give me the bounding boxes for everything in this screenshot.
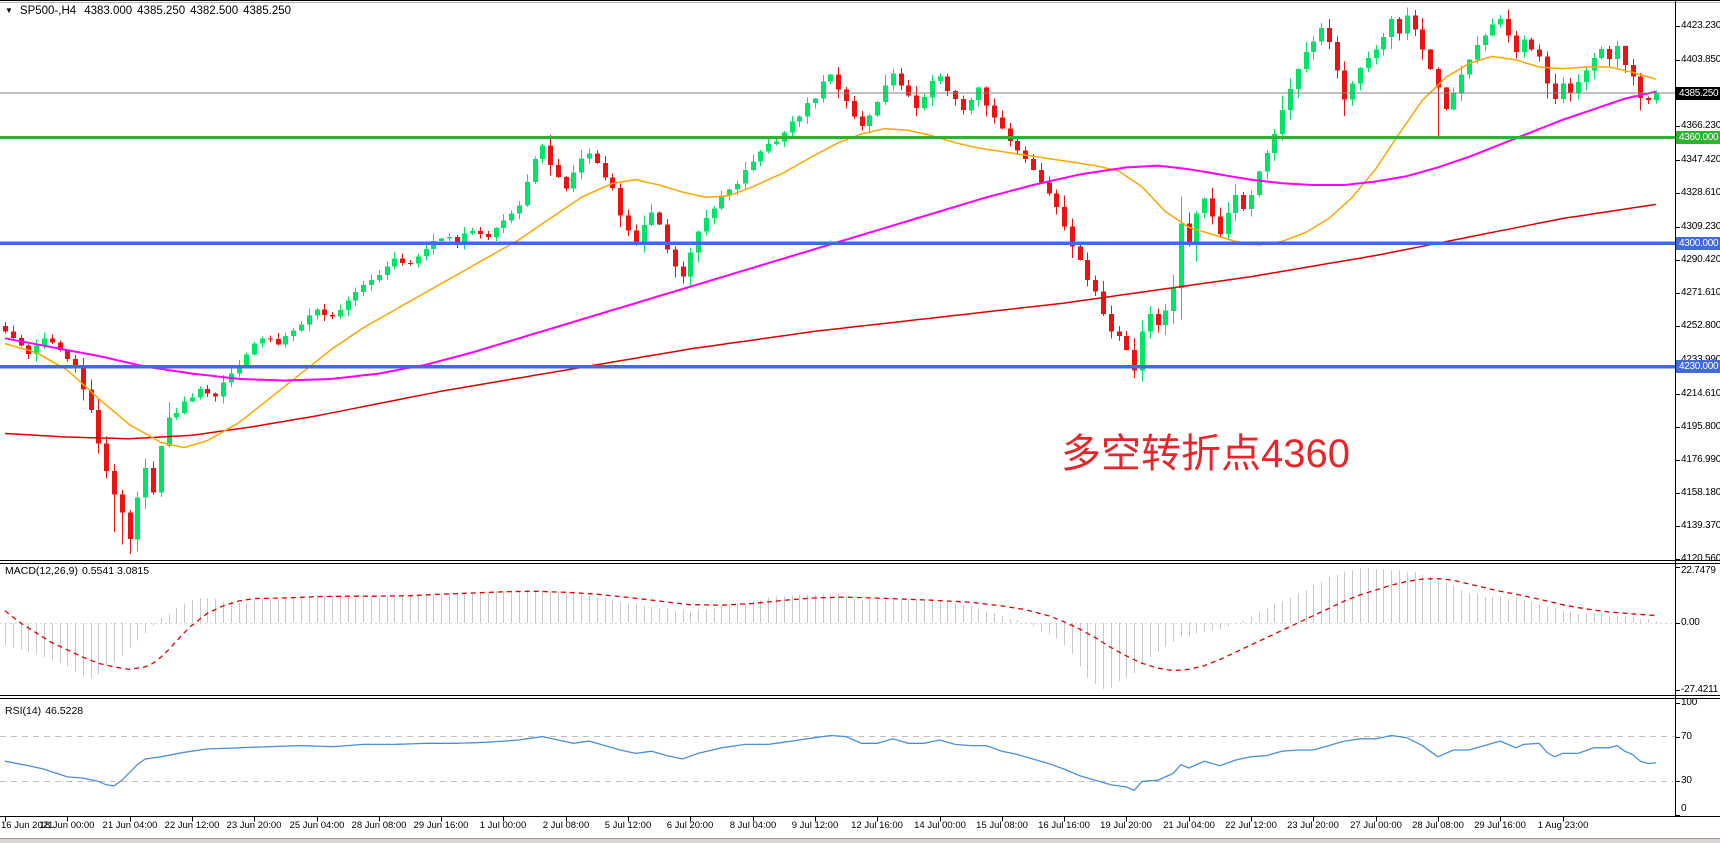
price-axis-label: -27.4211 [1681, 684, 1719, 695]
time-axis-label: 21 Jul 04:00 [1163, 820, 1215, 831]
ohlc-low: 4382.500 [190, 5, 239, 17]
current-price-tag: 4385.250 [1676, 86, 1720, 100]
candles [3, 7, 1659, 555]
price-axis-label: 100 [1681, 697, 1698, 708]
rsi-label: RSI(14) 46.5228 [5, 705, 83, 717]
price-axis-label: 4176.990 [1681, 454, 1720, 465]
time-axis-label: 1 Aug 23:00 [1537, 820, 1589, 831]
rsi-value: 46.5228 [45, 705, 84, 717]
time-axis-label: 28 Jun 08:00 [351, 820, 407, 831]
level-price-tag-4360.000[interactable]: 4360.000 [1676, 131, 1720, 144]
window-bottom-strip [0, 838, 1720, 843]
time-axis-label: 16 Jul 16:00 [1038, 820, 1090, 831]
price-axis-label: 0 [1681, 803, 1687, 814]
symbol-dropdown-icon[interactable]: ▼ [5, 6, 13, 15]
annotation-text[interactable]: 多空转折点4360 [1061, 432, 1350, 476]
time-axis-label: 29 Jul 16:00 [1474, 820, 1526, 831]
time-axis-label: 1 Jul 00:00 [479, 820, 527, 831]
price-axis-label: 4158.180 [1681, 487, 1720, 498]
ohlc-close: 4385.250 [243, 5, 292, 17]
time-axis-label: 22 Jul 12:00 [1225, 820, 1277, 831]
time-axis-label: 21 Jun 04:00 [102, 820, 158, 831]
price-axis-label: 4195.800 [1681, 421, 1720, 432]
time-axis-label: 23 Jun 20:00 [226, 820, 282, 831]
time-axis-label: 6 Jul 20:00 [666, 820, 714, 831]
ma-medium-magenta [4, 90, 1657, 382]
time-axis-label: 5 Jul 12:00 [604, 820, 652, 831]
ohlc-open: 4383.000 [84, 5, 133, 17]
price-axis-label: 4423.230 [1681, 20, 1720, 31]
level-price-tag-4300.000[interactable]: 4300.000 [1676, 236, 1720, 250]
time-axis-label: 19 Jul 20:00 [1100, 820, 1152, 831]
price-axis-label: 4139.370 [1681, 520, 1720, 531]
chart-header: ▼ SP500-,H4 4383.000 4385.250 4382.500 4385.2… [5, 5, 296, 17]
time-axis-label: 9 Jul 12:00 [791, 820, 839, 831]
time-axis-label: 28 Jul 08:00 [1412, 820, 1464, 831]
price-axis-label: 70 [1681, 731, 1692, 742]
price-axis-label: 4403.850 [1681, 54, 1720, 65]
horizontal-level-lines[interactable] [0, 92, 1675, 369]
time-axis-label: 25 Jun 04:00 [289, 820, 345, 831]
price-axis-label: 22.7479 [1681, 565, 1716, 576]
price-axis-label: 4309.230 [1681, 221, 1720, 232]
symbol-label: SP500-,H4 [19, 5, 77, 17]
price-axis-label: 4252.800 [1681, 320, 1720, 331]
price-axis-label: 4271.610 [1681, 287, 1720, 298]
price-axis-label: 4120.560 [1681, 553, 1720, 564]
indicator-guides [0, 623, 1675, 782]
price-axis-label: 4366.230 [1681, 120, 1720, 131]
price-axis-label: 4214.610 [1681, 388, 1720, 399]
macd-name: MACD(12,26,9) [5, 565, 78, 577]
price-axis-label: 4328.610 [1681, 187, 1720, 198]
price-axis-label: 4290.420 [1681, 254, 1720, 265]
moving-averages [4, 55, 1657, 449]
macd-series [4, 567, 1657, 689]
time-axis-label: 15 Jul 08:00 [976, 820, 1028, 831]
rsi-series [4, 734, 1656, 792]
macd-label: MACD(12,26,9) 0.5541 3.0815 [5, 565, 149, 577]
price-axis-label: 30 [1681, 775, 1692, 786]
time-axis-label: 29 Jun 16:00 [413, 820, 469, 831]
ma-fast-orange [4, 55, 1657, 449]
panel-frame [0, 0, 1720, 822]
time-axis-label: 27 Jul 00:00 [1350, 820, 1402, 831]
time-axis-label: 18 Jun 00:00 [39, 820, 95, 831]
level-price-tag-4230.000[interactable]: 4230.000 [1676, 360, 1720, 373]
ma-slow-red [4, 203, 1657, 440]
rsi-name: RSI(14) [5, 705, 42, 717]
time-axis-label: 2 Jul 08:00 [542, 820, 590, 831]
price-axis-label: 4233.990 [1681, 354, 1720, 366]
macd-values: 0.5541 3.0815 [81, 565, 150, 577]
time-axis-label: 14 Jul 00:00 [914, 820, 966, 831]
ohlc-high: 4385.250 [137, 5, 186, 17]
time-axis-label: 16 Jun 2021 [1, 820, 54, 831]
time-axis-label: 22 Jun 12:00 [164, 820, 220, 831]
time-axis-label: 23 Jul 20:00 [1287, 820, 1339, 831]
time-axis-label: 8 Jul 04:00 [729, 820, 777, 831]
price-axis-label: 4347.420 [1681, 154, 1720, 165]
price-axis-label: 0.00 [1681, 617, 1700, 628]
time-axis-label: 12 Jul 16:00 [851, 820, 903, 831]
